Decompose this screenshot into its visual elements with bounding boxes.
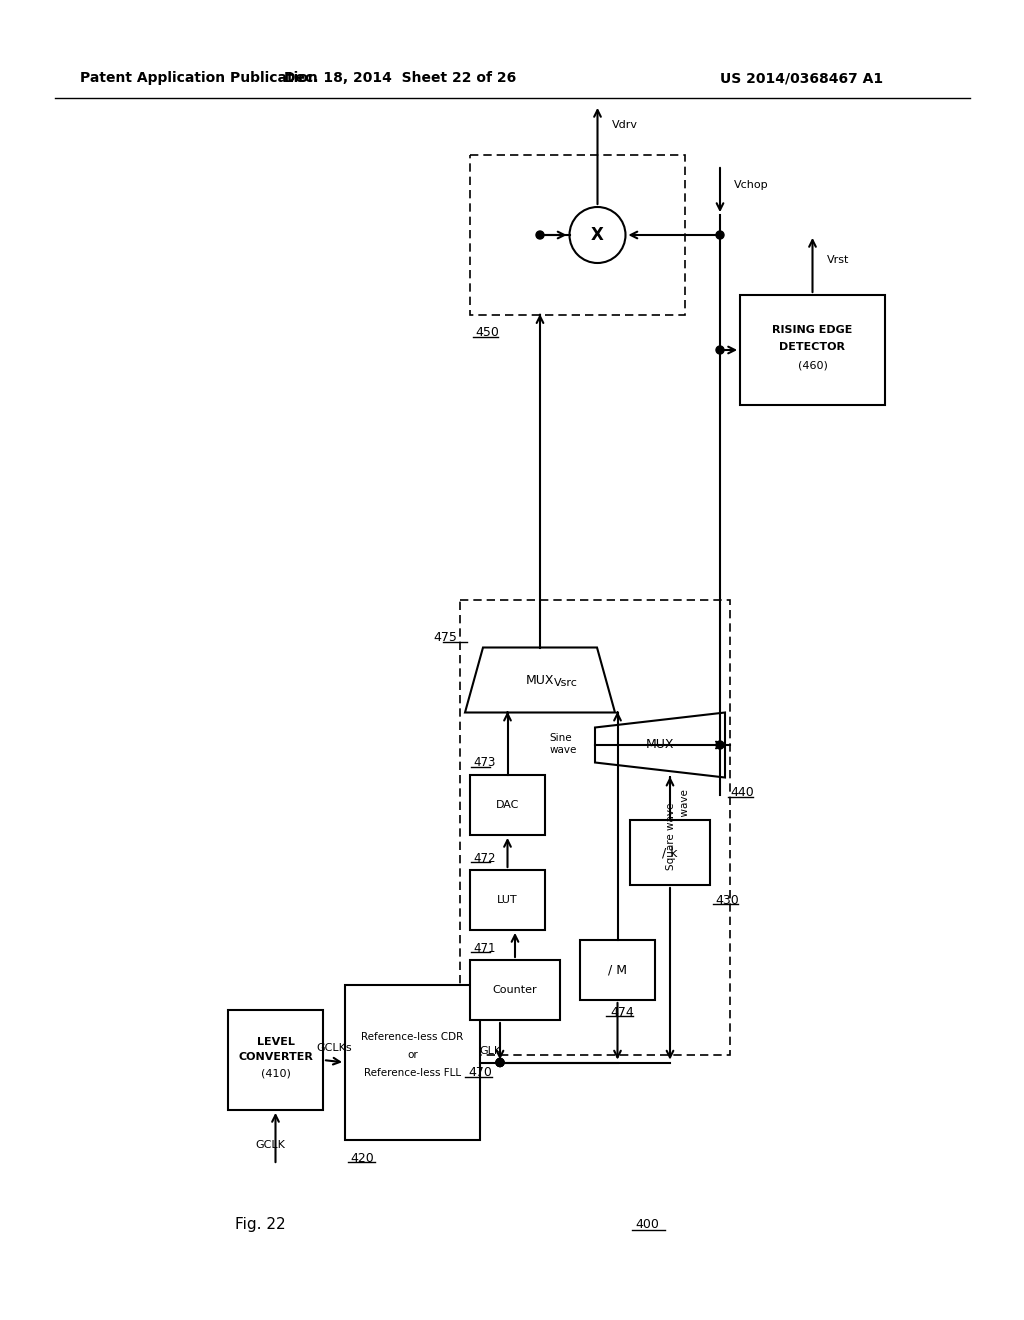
FancyBboxPatch shape: [228, 1010, 323, 1110]
Text: 440: 440: [730, 785, 754, 799]
Text: US 2014/0368467 A1: US 2014/0368467 A1: [720, 71, 883, 84]
Text: DAC: DAC: [496, 800, 519, 810]
FancyBboxPatch shape: [460, 601, 730, 1055]
Text: (460): (460): [798, 360, 827, 370]
Text: CONVERTER: CONVERTER: [238, 1052, 313, 1063]
FancyBboxPatch shape: [345, 985, 480, 1140]
Text: / M: / M: [608, 964, 627, 977]
FancyBboxPatch shape: [580, 940, 655, 1001]
Text: Fig. 22: Fig. 22: [234, 1217, 286, 1233]
Text: 430: 430: [715, 894, 738, 907]
Text: (410): (410): [260, 1069, 291, 1078]
Text: Counter: Counter: [493, 985, 538, 995]
Circle shape: [716, 346, 724, 354]
Text: Vdrv: Vdrv: [611, 120, 638, 129]
Text: 472: 472: [473, 851, 496, 865]
Text: GCLK: GCLK: [256, 1140, 286, 1150]
Text: Sine
wave: Sine wave: [550, 733, 577, 755]
Text: or: or: [408, 1049, 418, 1060]
Text: 473: 473: [473, 756, 496, 770]
Text: Vsrc: Vsrc: [554, 677, 578, 688]
Text: MUX: MUX: [525, 673, 554, 686]
Text: DETECTOR: DETECTOR: [779, 342, 846, 352]
Text: wave: wave: [680, 789, 689, 824]
Text: Reference-less CDR: Reference-less CDR: [361, 1032, 464, 1043]
Text: 474: 474: [610, 1006, 635, 1019]
Polygon shape: [595, 713, 725, 777]
Text: 400: 400: [635, 1218, 658, 1232]
FancyBboxPatch shape: [470, 870, 545, 931]
FancyBboxPatch shape: [470, 960, 560, 1020]
Text: LEVEL: LEVEL: [257, 1038, 295, 1047]
Circle shape: [716, 231, 724, 239]
Text: 470: 470: [468, 1067, 492, 1080]
Text: LUT: LUT: [498, 895, 518, 906]
Text: MUX: MUX: [646, 738, 674, 751]
Text: Vrst: Vrst: [826, 255, 849, 265]
Text: Patent Application Publication: Patent Application Publication: [80, 71, 317, 84]
Text: 471: 471: [473, 941, 496, 954]
Text: Vchop: Vchop: [734, 180, 769, 190]
Circle shape: [496, 1059, 504, 1067]
Circle shape: [496, 1059, 504, 1067]
Text: 420: 420: [350, 1151, 374, 1164]
Circle shape: [496, 1059, 504, 1067]
FancyBboxPatch shape: [630, 820, 710, 884]
FancyBboxPatch shape: [470, 154, 685, 315]
Text: RISING EDGE: RISING EDGE: [772, 325, 853, 335]
Circle shape: [716, 741, 724, 748]
Circle shape: [569, 207, 626, 263]
FancyBboxPatch shape: [470, 775, 545, 836]
Text: / k: / k: [663, 846, 678, 859]
FancyBboxPatch shape: [740, 294, 885, 405]
Circle shape: [536, 231, 544, 239]
Text: X: X: [591, 226, 604, 244]
Text: GCLKs: GCLKs: [316, 1043, 352, 1053]
Text: Square wave: Square wave: [666, 803, 676, 870]
Polygon shape: [465, 648, 615, 713]
Text: 450: 450: [475, 326, 499, 339]
Text: Reference-less FLL: Reference-less FLL: [364, 1068, 461, 1077]
Text: 475: 475: [433, 631, 457, 644]
Text: GLK: GLK: [479, 1045, 501, 1056]
Text: Dec. 18, 2014  Sheet 22 of 26: Dec. 18, 2014 Sheet 22 of 26: [284, 71, 516, 84]
